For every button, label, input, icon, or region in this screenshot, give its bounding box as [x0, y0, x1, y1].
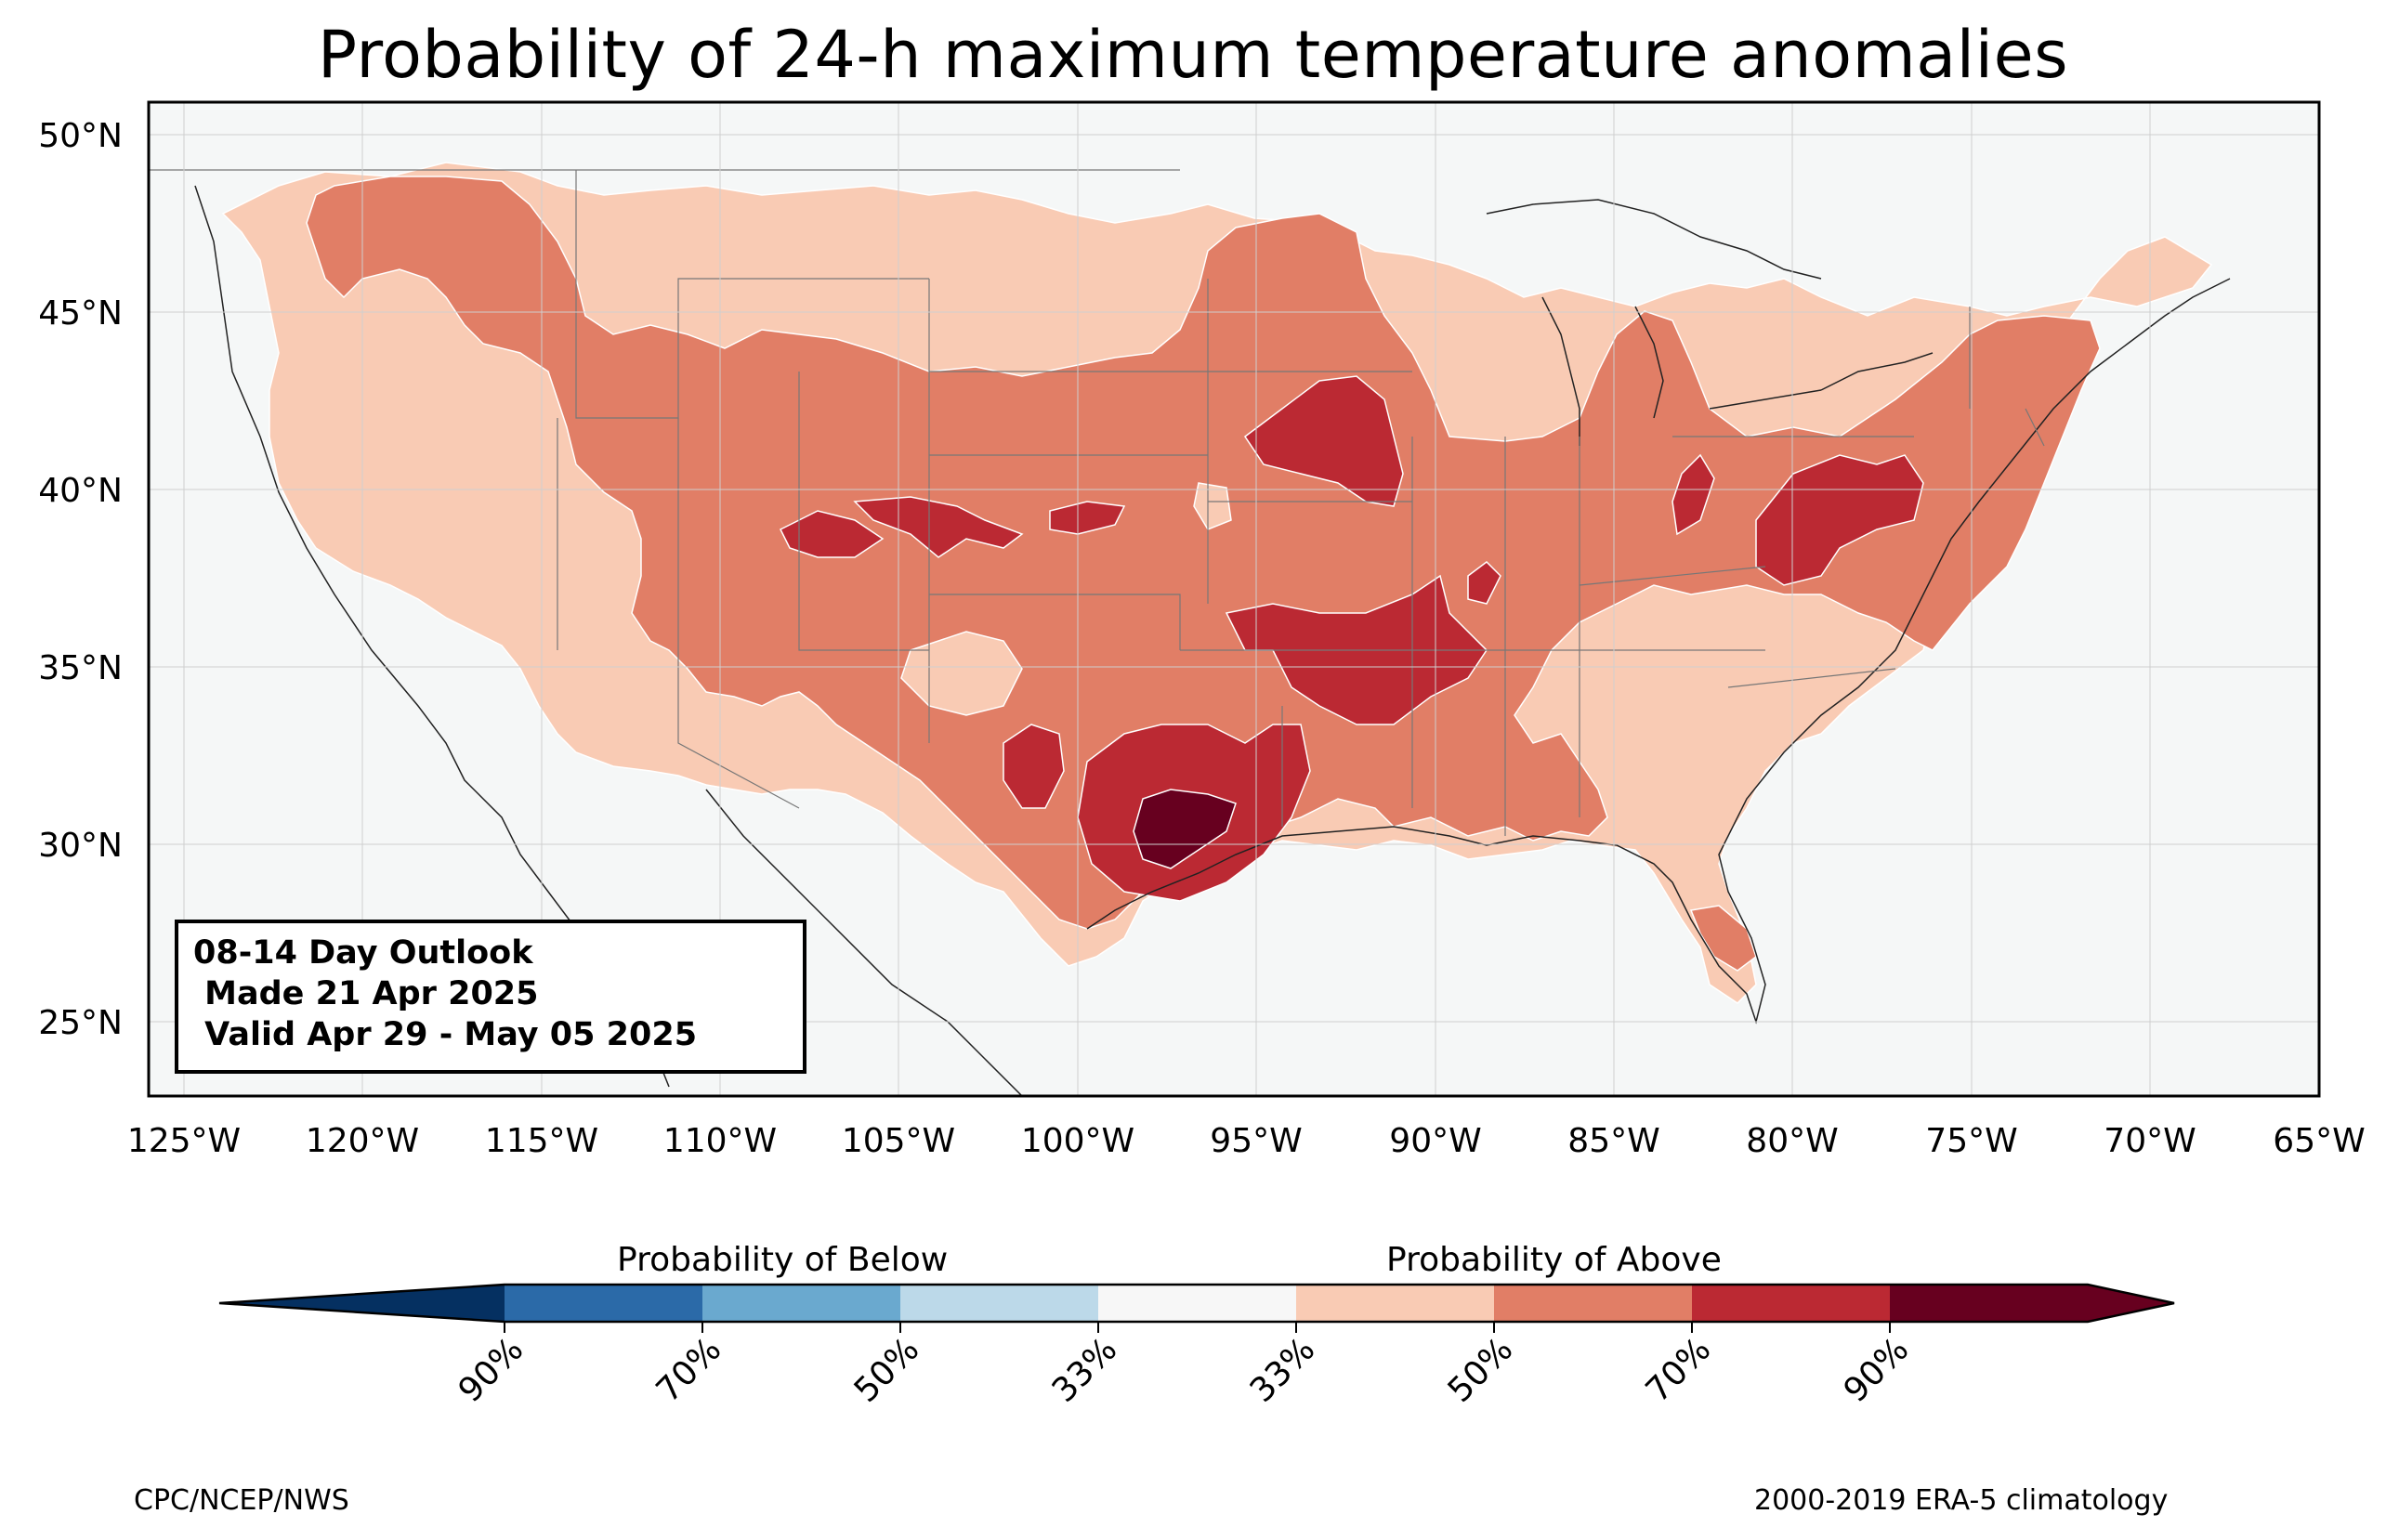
colorbar-bin [1890, 1285, 2088, 1322]
colorbar-tick-label: 90% [452, 1330, 531, 1410]
colorbar-tick-label: 33% [1243, 1330, 1323, 1410]
lon-tick-label: 80°W [1746, 1122, 1838, 1160]
map-content [149, 102, 2319, 1096]
lon-tick-label: 110°W [663, 1122, 777, 1160]
colorbar-bin [702, 1285, 900, 1322]
lon-tick-label: 125°W [127, 1122, 241, 1160]
footer-source: CPC/NCEP/NWS [134, 1484, 349, 1517]
lat-tick-label: 25°N [38, 1004, 123, 1042]
colorbar-tick-label: 70% [649, 1330, 729, 1410]
map-title: Probability of 24-h maximum temperature … [317, 17, 2069, 93]
lat-tick-label: 30°N [38, 827, 123, 865]
lon-tick-label: 65°W [2273, 1122, 2365, 1160]
region-above-70-90 [1672, 453, 1715, 536]
colorbar-below-title: Probability of Below [617, 1241, 949, 1279]
lon-tick-label: 70°W [2104, 1122, 2196, 1160]
region-above-70-90 [1049, 501, 1126, 535]
outlook-made-date: Made 21 Apr 2025 [193, 975, 539, 1012]
lat-tick-label: 40°N [38, 472, 123, 510]
colorbar-bin [2088, 1285, 2174, 1322]
lon-tick-label: 95°W [1210, 1122, 1302, 1160]
lon-axis: 125°W 120°W 115°W 110°W 105°W 100°W 95°W… [127, 1122, 2366, 1160]
colorbar-above-title: Probability of Above [1386, 1241, 1722, 1279]
colorbar-bin [1098, 1285, 1296, 1322]
colorbar-bin [505, 1285, 702, 1322]
colorbar-bin [900, 1285, 1098, 1322]
footer-climatology: 2000-2019 ERA-5 climatology [1754, 1484, 2169, 1517]
lat-axis: 50°N 45°N 40°N 35°N 30°N 25°N [38, 117, 123, 1042]
colorbar: 90% 70% 50% 33% 33% 50% 70% 90% [218, 1283, 2175, 1410]
outlook-period: 08-14 Day Outlook [193, 934, 533, 972]
lon-tick-label: 90°W [1389, 1122, 1481, 1160]
region-above-50-70 [306, 176, 2101, 930]
colorbar-bin [219, 1285, 505, 1322]
colorbar-tick-label: 33% [1045, 1330, 1125, 1410]
colorbar-bin [1296, 1285, 1494, 1322]
lon-tick-label: 105°W [842, 1122, 955, 1160]
region-above-33-50-pocket [900, 631, 1023, 716]
colorbar-ticks [504, 1322, 1891, 1333]
region-above-over-90 [1133, 789, 1237, 869]
region-above-70-90 [1467, 561, 1501, 605]
lon-tick-label: 100°W [1021, 1122, 1134, 1160]
colorbar-tick-label: 50% [847, 1330, 927, 1410]
region-above-70-90 [779, 510, 885, 558]
outlook-info-box: 08-14 Day Outlook Made 21 Apr 2025 Valid… [175, 920, 806, 1074]
region-above-70-90 [1003, 724, 1065, 809]
region-above-50-70 [1689, 905, 1757, 972]
lon-tick-label: 115°W [485, 1122, 598, 1160]
lat-tick-label: 50°N [38, 117, 123, 155]
lat-tick-label: 45°N [38, 294, 123, 333]
lon-tick-label: 120°W [306, 1122, 419, 1160]
colorbar-tick-label: 90% [1837, 1330, 1917, 1410]
region-above-70-90 [1755, 454, 1924, 586]
outlook-valid-range: Valid Apr 29 - May 05 2025 [193, 1016, 698, 1053]
lon-tick-label: 75°W [1925, 1122, 2017, 1160]
region-above-33-50-pocket [1193, 482, 1232, 530]
region-above-70-90 [1243, 375, 1404, 507]
state-borders [149, 169, 2045, 836]
colorbar-tick-label: 70% [1639, 1330, 1719, 1410]
colorbar-bin [1692, 1285, 1890, 1322]
colorbar-tick-label: 50% [1441, 1330, 1521, 1410]
lat-tick-label: 35°N [38, 649, 123, 687]
map-frame [147, 100, 2321, 1098]
colorbar-bin [1494, 1285, 1692, 1322]
lon-tick-label: 85°W [1567, 1122, 1659, 1160]
